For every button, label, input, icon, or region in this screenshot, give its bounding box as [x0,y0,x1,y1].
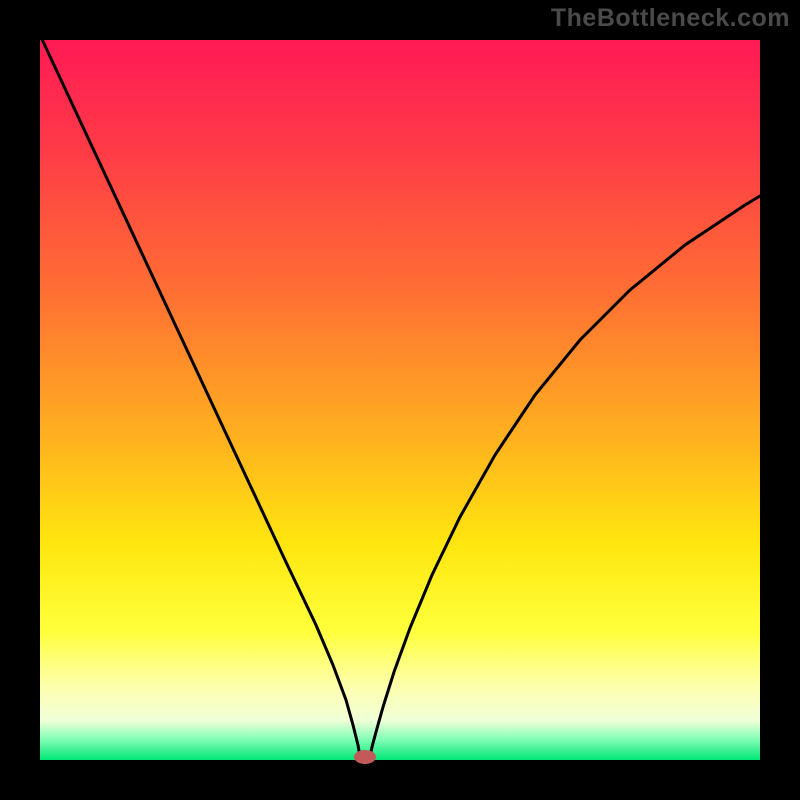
chart-container: TheBottleneck.com [0,0,800,800]
minimum-marker [354,750,376,764]
bottleneck-chart [0,0,800,800]
watermark-text: TheBottleneck.com [551,4,790,33]
